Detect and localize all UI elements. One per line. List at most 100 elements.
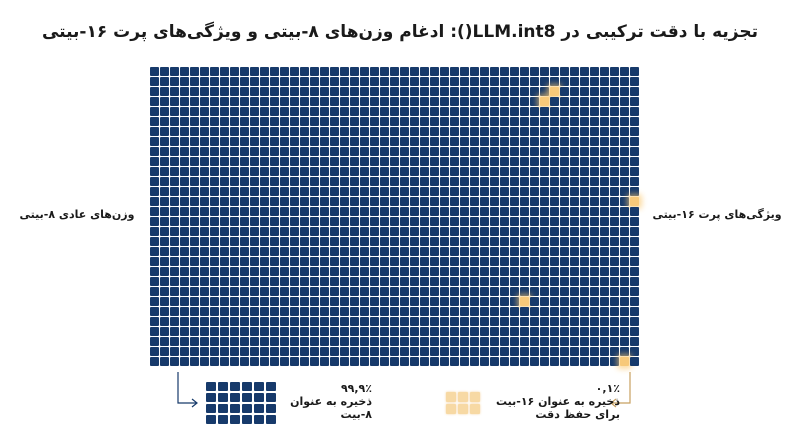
weight-cell: [240, 207, 249, 216]
weight-cell: [610, 117, 619, 126]
weight-cell: [630, 237, 639, 246]
weight-cell: [450, 307, 459, 316]
weight-cell: [610, 287, 619, 296]
weight-cell: [560, 87, 569, 96]
weight-cell: [220, 357, 229, 366]
weight-cell: [560, 207, 569, 216]
weight-cell: [190, 317, 199, 326]
int8-swatch-cell: [266, 415, 276, 424]
weight-cell: [480, 257, 489, 266]
weight-cell: [580, 77, 589, 86]
weight-cell: [560, 307, 569, 316]
weight-cell: [390, 287, 399, 296]
weight-cell: [360, 257, 369, 266]
weight-cell: [400, 237, 409, 246]
weight-cell: [160, 257, 169, 266]
weight-cell: [250, 227, 259, 236]
weight-cell: [280, 77, 289, 86]
weight-cell: [460, 257, 469, 266]
weight-cell: [400, 337, 409, 346]
weight-cell: [540, 187, 549, 196]
weight-cell: [480, 217, 489, 226]
weight-cell: [560, 237, 569, 246]
weight-cell: [350, 267, 359, 276]
weight-cell: [420, 237, 429, 246]
weight-cell: [510, 227, 519, 236]
int8-swatch-cell: [254, 415, 264, 424]
weight-cell: [590, 207, 599, 216]
weight-cell: [530, 337, 539, 346]
int8-percent: ۹۹,۹٪: [340, 382, 372, 395]
weight-cell: [510, 217, 519, 226]
weight-cell: [160, 87, 169, 96]
weight-cell: [360, 237, 369, 246]
weight-cell: [500, 157, 509, 166]
weight-cell: [440, 77, 449, 86]
weight-cell: [270, 297, 279, 306]
weight-cell: [240, 117, 249, 126]
weight-cell: [500, 297, 509, 306]
weight-cell: [240, 327, 249, 336]
weight-cell: [370, 317, 379, 326]
weight-cell: [480, 307, 489, 316]
weight-cell: [550, 247, 559, 256]
weight-cell: [560, 147, 569, 156]
weight-cell: [150, 197, 159, 206]
weight-cell: [170, 147, 179, 156]
weight-cell: [220, 87, 229, 96]
weight-cell: [600, 67, 609, 76]
weight-cell: [150, 107, 159, 116]
weight-cell: [460, 297, 469, 306]
weight-cell: [410, 267, 419, 276]
weight-cell: [620, 147, 629, 156]
weight-cell: [440, 137, 449, 146]
weight-cell: [570, 337, 579, 346]
weight-cell: [570, 227, 579, 236]
weight-cell: [320, 237, 329, 246]
weight-cell: [320, 267, 329, 276]
weight-cell: [220, 167, 229, 176]
weight-cell: [520, 167, 529, 176]
weight-cell: [240, 307, 249, 316]
weight-cell: [180, 127, 189, 136]
weight-cell: [320, 97, 329, 106]
weight-cell: [230, 157, 239, 166]
weight-cell: [160, 317, 169, 326]
weight-cell: [510, 317, 519, 326]
weight-cell: [510, 97, 519, 106]
weight-cell: [490, 317, 499, 326]
weight-cell: [240, 267, 249, 276]
weight-cell: [550, 137, 559, 146]
weight-cell: [210, 137, 219, 146]
weight-cell: [530, 247, 539, 256]
weight-cell: [510, 337, 519, 346]
weight-cell: [210, 317, 219, 326]
weight-cell: [420, 157, 429, 166]
weight-cell: [610, 107, 619, 116]
weight-cell: [560, 257, 569, 266]
weight-cell: [600, 197, 609, 206]
weight-cell: [280, 237, 289, 246]
weight-cell: [200, 167, 209, 176]
weight-cell: [150, 147, 159, 156]
weight-cell: [620, 277, 629, 286]
weight-cell: [620, 137, 629, 146]
weight-cell: [490, 197, 499, 206]
weight-cell: [270, 167, 279, 176]
weight-cell: [580, 227, 589, 236]
weight-cell: [160, 267, 169, 276]
weight-cell: [210, 357, 219, 366]
weight-cell: [360, 347, 369, 356]
weight-cell: [250, 217, 259, 226]
weight-cell: [580, 337, 589, 346]
weight-cell: [520, 277, 529, 286]
weight-cell: [320, 127, 329, 136]
weight-cell: [230, 97, 239, 106]
weight-cell: [400, 117, 409, 126]
weight-cell: [530, 177, 539, 186]
weight-cell: [260, 207, 269, 216]
weight-cell: [450, 137, 459, 146]
weight-cell: [380, 77, 389, 86]
weight-cell: [370, 97, 379, 106]
weight-cell: [460, 307, 469, 316]
